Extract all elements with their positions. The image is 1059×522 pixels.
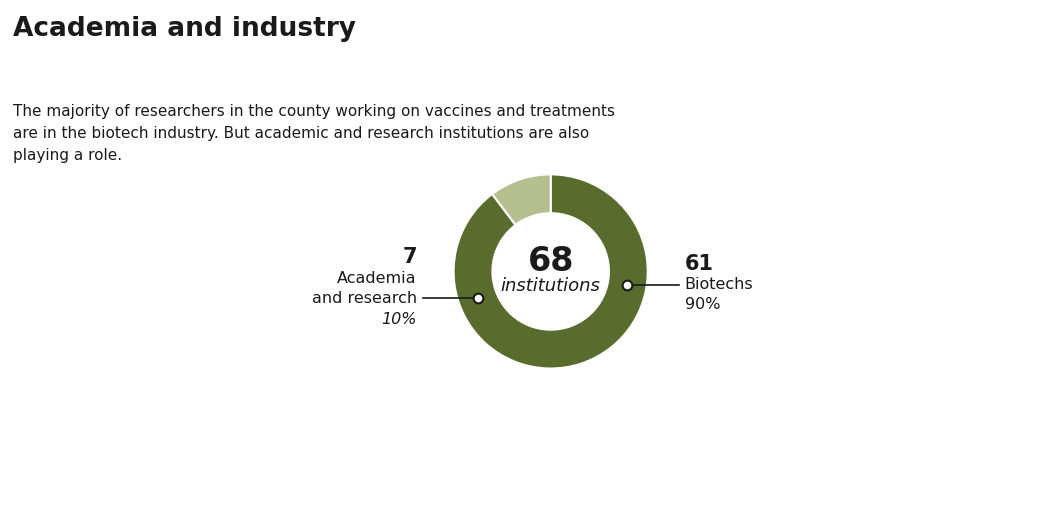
Wedge shape bbox=[453, 174, 648, 369]
Text: Biotechs: Biotechs bbox=[684, 277, 753, 292]
Text: Academia and industry: Academia and industry bbox=[13, 16, 356, 42]
Text: and research: and research bbox=[311, 291, 416, 305]
Text: 61: 61 bbox=[684, 254, 714, 274]
Text: 7: 7 bbox=[402, 247, 416, 267]
Text: 90%: 90% bbox=[684, 297, 720, 312]
Text: The majority of researchers in the county working on vaccines and treatments
are: The majority of researchers in the count… bbox=[13, 104, 614, 162]
Text: 10%: 10% bbox=[381, 312, 416, 327]
Text: institutions: institutions bbox=[501, 277, 600, 295]
Text: Academia: Academia bbox=[337, 271, 416, 286]
Text: 68: 68 bbox=[527, 245, 574, 278]
Wedge shape bbox=[492, 174, 551, 225]
